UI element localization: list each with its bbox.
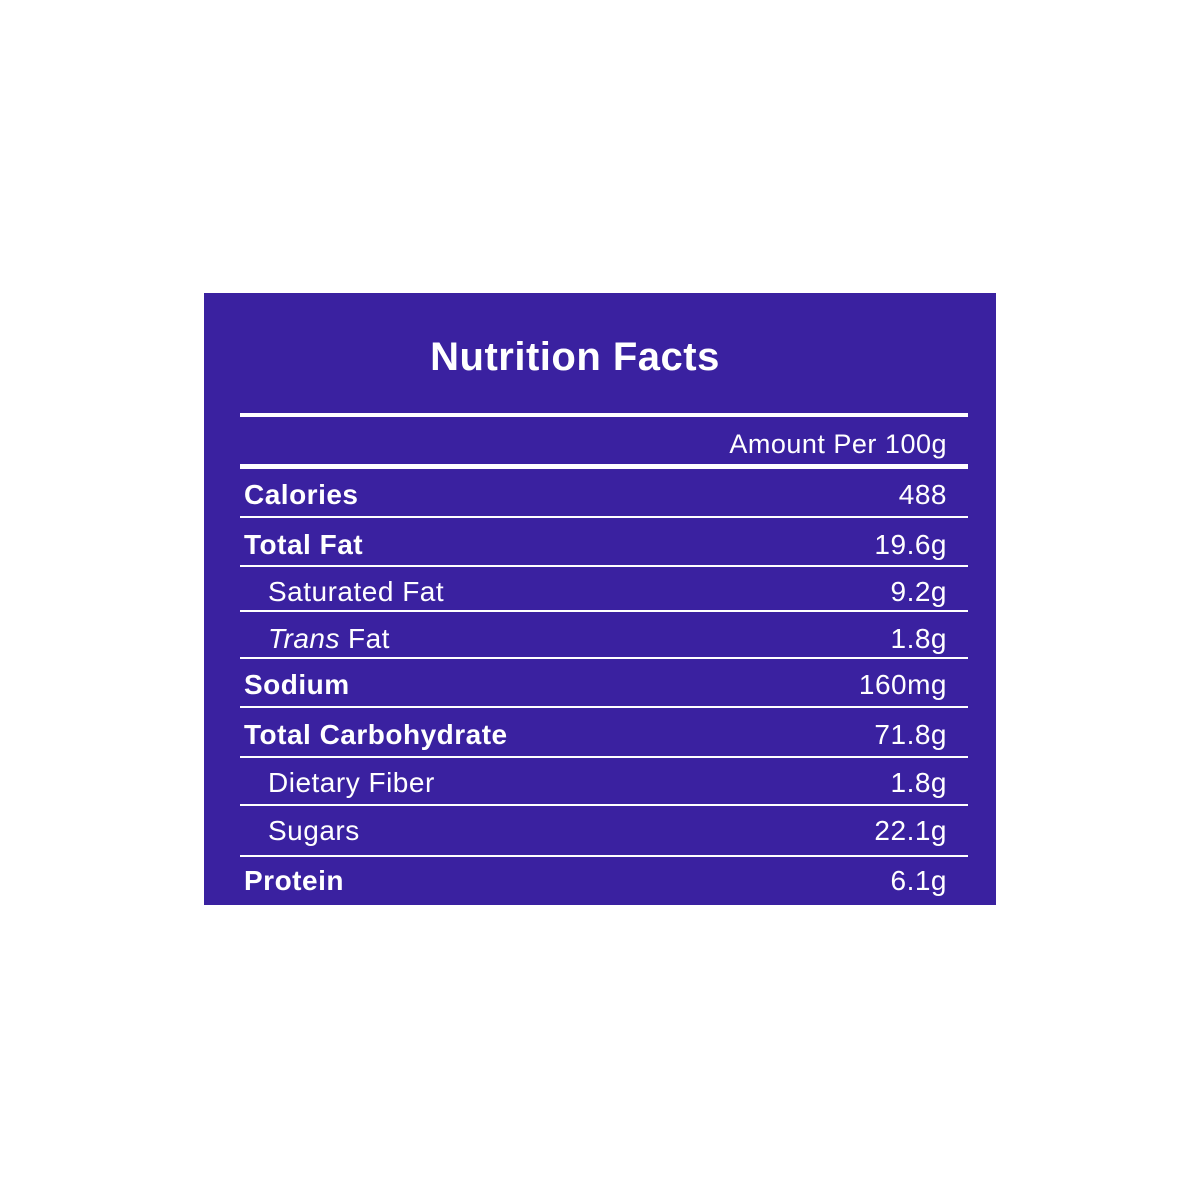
row-label: Calories — [244, 479, 359, 510]
row-value: 1.8g — [891, 623, 948, 654]
rule — [240, 657, 968, 659]
row-value: 160mg — [859, 669, 947, 700]
row-value: 488 — [899, 479, 947, 510]
rule — [240, 610, 968, 612]
row-value: 19.6g — [874, 529, 947, 560]
row-value: 22.1g — [874, 815, 947, 846]
rule — [240, 706, 968, 708]
row-label: Sodium — [244, 669, 350, 700]
row-label-italic: Trans — [268, 623, 340, 654]
label-panel — [204, 293, 996, 905]
rule — [240, 516, 968, 518]
rule — [240, 464, 968, 469]
row-label: Total Carbohydrate — [244, 719, 508, 750]
rule — [240, 756, 968, 758]
row-label: Trans Fat — [268, 623, 390, 654]
row-label: Dietary Fiber — [268, 767, 435, 798]
row-value: 6.1g — [891, 865, 948, 896]
row-label-rest: Fat — [348, 623, 390, 654]
row-label: Total Fat — [244, 529, 363, 560]
row-value: 1.8g — [891, 767, 948, 798]
row-value: 71.8g — [874, 719, 947, 750]
rule — [240, 855, 968, 857]
rule — [240, 565, 968, 567]
rule — [240, 413, 968, 417]
rule — [240, 804, 968, 806]
row-label: Sugars — [268, 815, 360, 846]
serving: Amount Per 100g — [729, 429, 947, 459]
row-label: Saturated Fat — [268, 576, 444, 607]
title: Nutrition Facts — [430, 335, 720, 379]
row-value: 9.2g — [891, 576, 948, 607]
row-label: Protein — [244, 865, 344, 896]
